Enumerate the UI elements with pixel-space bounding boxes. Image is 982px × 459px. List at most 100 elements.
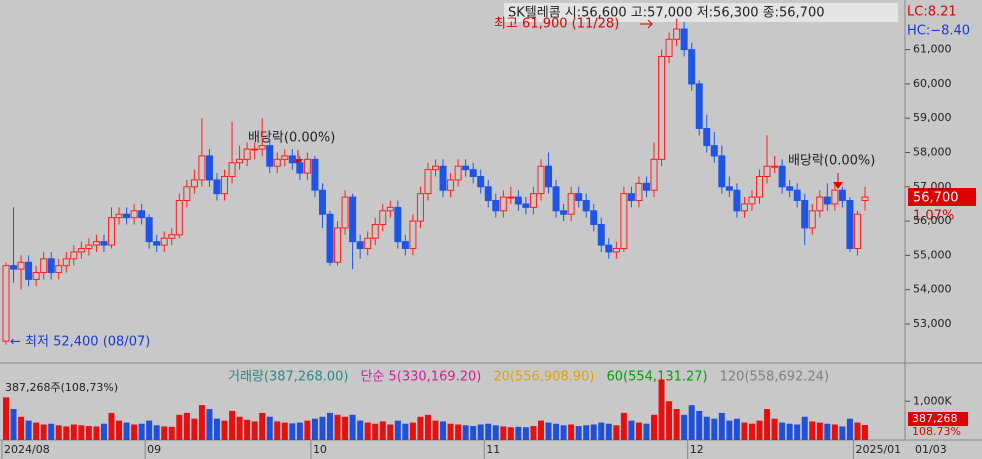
volume-bar — [470, 426, 477, 440]
volume-bar — [583, 425, 590, 440]
candle-body — [658, 55, 666, 160]
candle-body — [756, 175, 764, 198]
volume-bar — [296, 422, 303, 440]
candle-body — [55, 265, 63, 274]
volume-bar — [688, 405, 695, 440]
price-tag-box — [908, 188, 976, 206]
volume-bar — [530, 426, 537, 440]
x-tick-label: 12 — [690, 443, 704, 456]
candle-body — [221, 175, 229, 195]
volume-bar — [394, 420, 401, 440]
dividend-note: 배당락(0.00%) — [248, 131, 335, 146]
volume-bar — [748, 423, 755, 440]
volume-bar — [673, 409, 680, 440]
volume-bar — [605, 423, 612, 440]
volume-bar — [3, 397, 9, 440]
candle-body — [153, 241, 161, 246]
y-tick-label: 61,000 — [913, 43, 952, 56]
candle-body — [853, 213, 861, 250]
candle-body — [627, 193, 635, 202]
volume-bar — [854, 422, 861, 440]
volume-bar — [40, 424, 47, 440]
candle-body — [205, 155, 213, 181]
candle-body — [552, 186, 560, 212]
x-tick-label: 10 — [313, 443, 327, 456]
volume-bar — [409, 422, 416, 440]
y-tick-label: 58,000 — [913, 145, 952, 158]
volume-bar — [560, 425, 567, 440]
volume-bar — [598, 422, 605, 440]
volume-tick-label: 1,000K — [913, 394, 952, 407]
candle-body — [454, 165, 462, 181]
y-tick-label: 53,000 — [913, 317, 952, 330]
y-tick-label: 54,000 — [913, 283, 952, 296]
candle-body — [168, 234, 176, 239]
volume-bar — [726, 420, 733, 440]
candle-body — [620, 193, 628, 250]
volume-bar — [568, 424, 575, 440]
y-tick-label: 59,000 — [913, 111, 952, 124]
x-tick-label: 09 — [147, 443, 161, 456]
candle-body — [138, 210, 146, 219]
candle-body — [326, 213, 334, 263]
volume-bar — [364, 422, 371, 440]
candle-body — [175, 200, 183, 236]
volume-bar — [733, 418, 740, 440]
candle-body — [529, 193, 537, 208]
volume-bar — [146, 420, 153, 440]
volume-bar — [108, 412, 115, 440]
candle-body — [778, 165, 786, 188]
legend-entry: 단순 5(330,169.20) — [360, 370, 481, 385]
volume-bar — [831, 424, 838, 440]
x-tick-label: 2025/01 — [855, 443, 901, 456]
volume-bar — [515, 426, 522, 440]
candle-body — [213, 179, 221, 195]
volume-bar — [206, 409, 213, 440]
x-tick-label: 11 — [486, 443, 500, 456]
volume-bar — [251, 421, 258, 440]
candle-body — [70, 251, 78, 260]
volume-bar — [304, 420, 311, 440]
volume-bar — [711, 418, 718, 440]
price-tag: 56,700 — [913, 191, 959, 206]
volume-bar — [658, 379, 665, 440]
candle-body — [612, 248, 620, 253]
volume-bar — [342, 416, 349, 440]
candle-body — [288, 155, 296, 164]
volume-bar — [131, 424, 138, 440]
legend-entry: 60(554,131.27) — [607, 370, 708, 385]
volume-bar — [771, 418, 778, 440]
candle-body — [492, 200, 500, 212]
candle-body — [258, 145, 266, 150]
candle-body — [816, 196, 824, 212]
volume-bar — [651, 414, 658, 440]
candle-body — [394, 206, 402, 243]
volume-bar — [236, 416, 243, 440]
volume-bar — [628, 420, 635, 440]
volume-bar — [477, 424, 484, 440]
candle-body — [703, 127, 711, 147]
candle-body — [17, 261, 25, 270]
y-tick-label: 57,000 — [913, 180, 952, 193]
volume-bar — [319, 416, 326, 440]
x-tick-label: 2024/08 — [4, 443, 50, 456]
candle-body — [198, 155, 206, 181]
candle-body — [507, 196, 515, 199]
volume-bar — [779, 422, 786, 440]
volume-bar — [334, 414, 341, 440]
volume-bar — [756, 420, 763, 440]
candle-body — [311, 158, 319, 191]
legend-entry: 20(556,908.90) — [493, 370, 594, 385]
volume-tag: 387,268 — [912, 412, 958, 425]
candle-body — [145, 217, 153, 243]
volume-bar — [824, 423, 831, 440]
candle-body — [130, 210, 138, 219]
volume-bar — [191, 418, 198, 440]
candle-body — [575, 193, 583, 202]
candle-body — [725, 186, 733, 191]
volume-bar — [620, 412, 627, 440]
volume-bar — [85, 426, 92, 440]
candle-body — [273, 158, 281, 167]
volume-bar — [846, 418, 853, 440]
